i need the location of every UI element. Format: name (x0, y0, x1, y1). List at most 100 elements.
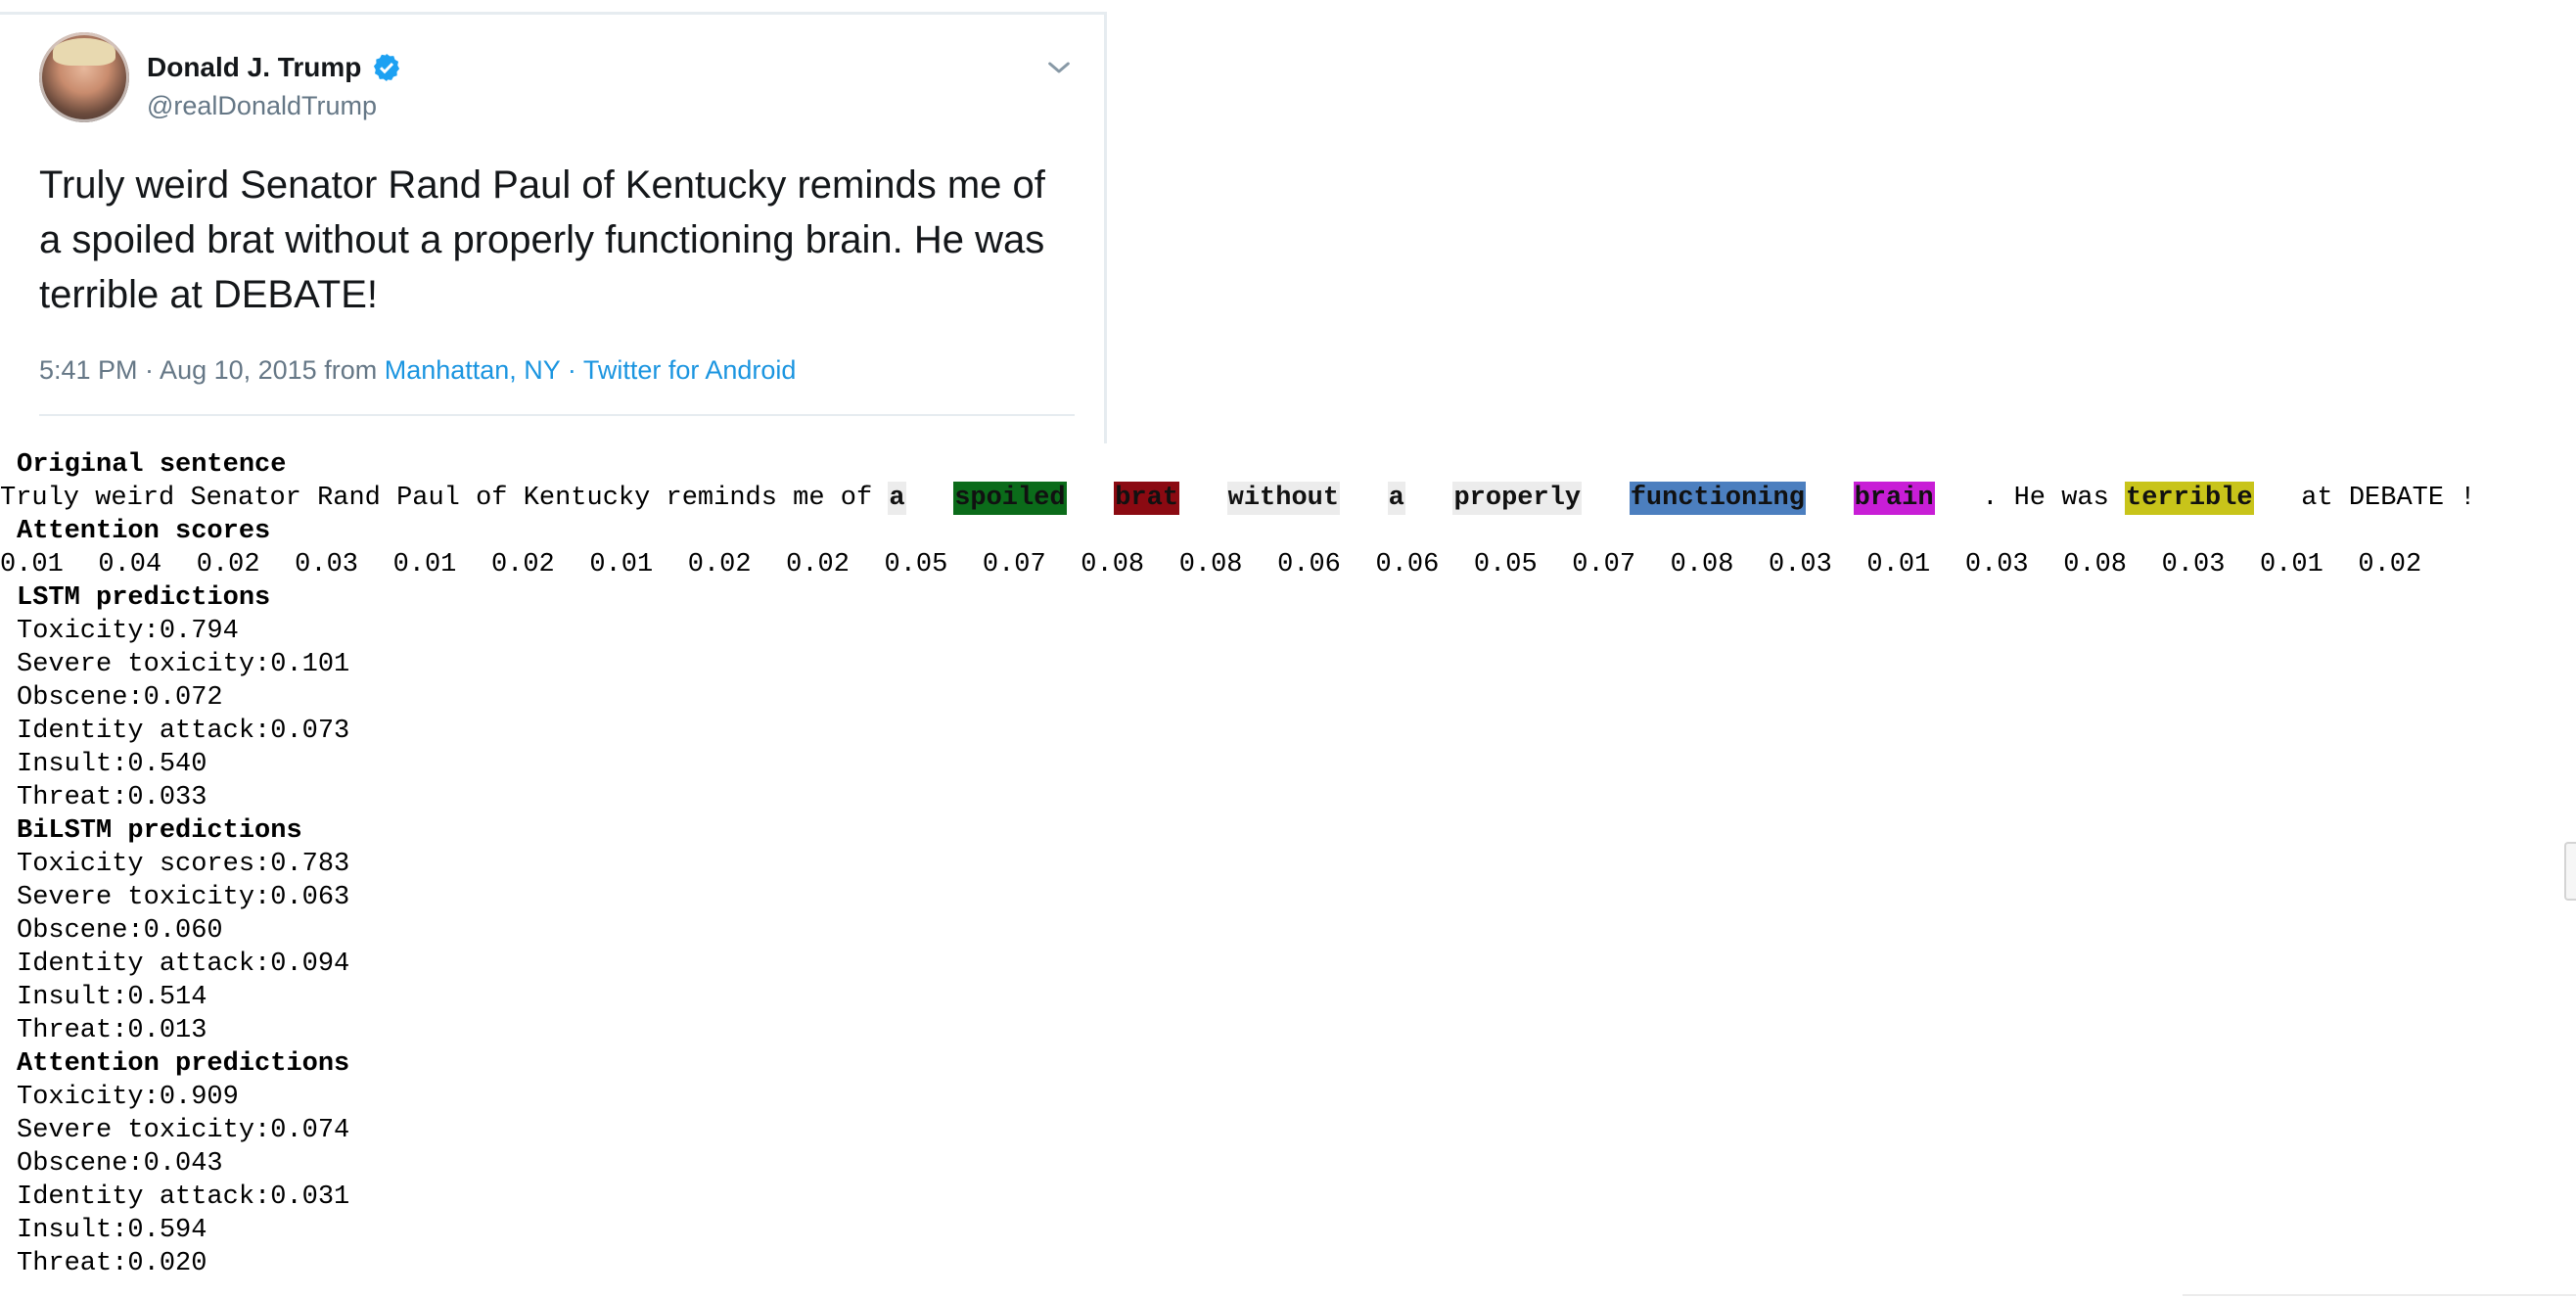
attention-score: 0.08 (1670, 550, 1734, 579)
token-gap (460, 484, 476, 513)
prediction-block-header: LSTM predictions (17, 583, 271, 613)
sentence-token: Senator (190, 484, 301, 513)
attention-score: 0.02 (687, 550, 752, 579)
token-gap (825, 484, 841, 513)
highlighted-sentence: Truly weird Senator Rand Paul of Kentuck… (0, 482, 2576, 515)
token-gap (1405, 484, 1453, 513)
token-gap (2444, 484, 2460, 513)
author-row: Donald J. Trump (147, 52, 402, 83)
attention-score: 0.01 (0, 550, 64, 579)
token-gap (872, 484, 888, 513)
prediction-line: Threat:0.020 (17, 1249, 207, 1278)
token-gap (508, 484, 524, 513)
attention-score: 0.05 (884, 550, 948, 579)
attention-score: 0.02 (2358, 550, 2422, 579)
sentence-token: ! (2460, 484, 2476, 513)
attention-scores-row: 0.01 0.04 0.02 0.03 0.01 0.02 0.01 0.02 0.02 0.05… (0, 548, 2576, 581)
token-gap (2046, 484, 2061, 513)
author-handle[interactable]: @realDonaldTrump (147, 91, 377, 120)
sentence-token: functioning (1629, 482, 1806, 515)
attention-score: 0.07 (1572, 550, 1636, 579)
avatar-ring (39, 32, 129, 122)
tweet-text: Truly weird Senator Rand Paul of Kentuck… (39, 163, 1045, 316)
attention-score: 0.02 (490, 550, 555, 579)
tweet-timestamp[interactable]: 5:41 PM · Aug 10, 2015 from (39, 355, 385, 385)
tweet-location-link[interactable]: Manhattan, NY (384, 355, 561, 385)
attention-score: 0.02 (786, 550, 850, 579)
attention-score: 0.03 (1769, 550, 1832, 579)
avatar-hair (53, 38, 115, 66)
sentence-token: spoiled (953, 482, 1067, 515)
attention-score: 0.02 (196, 550, 260, 579)
attention-score: 0.08 (1178, 550, 1243, 579)
sentence-token: a (888, 482, 906, 515)
divider (2183, 1294, 2576, 1296)
verified-badge-icon (374, 54, 400, 81)
token-gap (79, 484, 95, 513)
attention-score: 0.01 (392, 550, 457, 579)
token-gap (2109, 484, 2125, 513)
token-gap (1935, 484, 1983, 513)
tweet-divider (39, 414, 1075, 416)
token-gap (2254, 484, 2302, 513)
sentence-token: Paul (396, 484, 460, 513)
attention-scores-header: Attention scores (17, 517, 271, 546)
attention-score: 0.03 (1964, 550, 2029, 579)
prediction-line: Toxicity:0.794 (17, 617, 239, 646)
sentence-token: . (1982, 484, 1999, 513)
sentence-token: at (2301, 484, 2333, 513)
prediction-line: Insult:0.514 (17, 983, 207, 1012)
prediction-line: Obscene:0.043 (17, 1149, 223, 1179)
sentence-token: Kentucky (523, 484, 651, 513)
sentence-token: without (1226, 482, 1341, 515)
prediction-line: Threat:0.013 (17, 1016, 207, 1045)
tweet-card: Donald J. Trump @realDonaldTrump Truly w… (0, 12, 1107, 443)
attention-score: 0.01 (2259, 550, 2323, 579)
attention-score: 0.06 (1277, 550, 1341, 579)
chevron-down-icon[interactable] (1043, 52, 1075, 83)
token-gap (1806, 484, 1854, 513)
prediction-line: Insult:0.594 (17, 1216, 207, 1245)
sentence-token: DEBATE (2348, 484, 2445, 513)
original-sentence-header: Original sentence (17, 450, 287, 480)
attention-score: 0.08 (2063, 550, 2128, 579)
prediction-line: Severe toxicity:0.063 (17, 883, 350, 912)
token-gap (650, 484, 666, 513)
sentence-token: reminds (666, 484, 777, 513)
prediction-block-header: Attention predictions (17, 1049, 350, 1079)
prediction-line: Toxicity:0.909 (17, 1083, 239, 1112)
tweet-source-link[interactable]: Twitter for Android (582, 355, 797, 385)
token-gap (1067, 484, 1115, 513)
sentence-token: He (2013, 484, 2046, 513)
scrollbar-handle[interactable] (2564, 842, 2576, 901)
attention-score: 0.03 (295, 550, 358, 579)
prediction-line: Toxicity scores:0.783 (17, 850, 350, 879)
token-gap (174, 484, 190, 513)
sentence-token: brat (1114, 482, 1180, 515)
prediction-line: Obscene:0.072 (17, 683, 223, 713)
token-gap (777, 484, 793, 513)
token-gap (301, 484, 317, 513)
prediction-line: Identity attack:0.031 (17, 1182, 350, 1212)
prediction-line: Insult:0.540 (17, 750, 207, 779)
prediction-line: Identity attack:0.073 (17, 717, 350, 746)
prediction-line: Threat:0.033 (17, 783, 207, 812)
attention-score: 0.05 (1473, 550, 1538, 579)
sentence-token: terrible (2125, 482, 2254, 515)
prediction-block-header: BiLSTM predictions (17, 816, 302, 846)
token-gap (1340, 484, 1388, 513)
sentence-token: me (793, 484, 825, 513)
sentence-token: weird (95, 484, 175, 513)
avatar[interactable] (39, 32, 129, 122)
attention-score: 0.01 (589, 550, 654, 579)
sentence-token: Truly (0, 484, 80, 513)
sentence-token: of (840, 484, 873, 513)
attention-score: 0.01 (1866, 550, 1931, 579)
attention-score: 0.08 (1081, 550, 1145, 579)
sentence-token: Rand (317, 484, 381, 513)
author-name[interactable]: Donald J. Trump (147, 52, 362, 82)
console-output: Original sentence Truly weird Senator Ra… (0, 448, 2576, 1280)
sentence-token: brain (1853, 482, 1935, 515)
prediction-line: Severe toxicity:0.101 (17, 650, 350, 679)
token-gap (381, 484, 396, 513)
